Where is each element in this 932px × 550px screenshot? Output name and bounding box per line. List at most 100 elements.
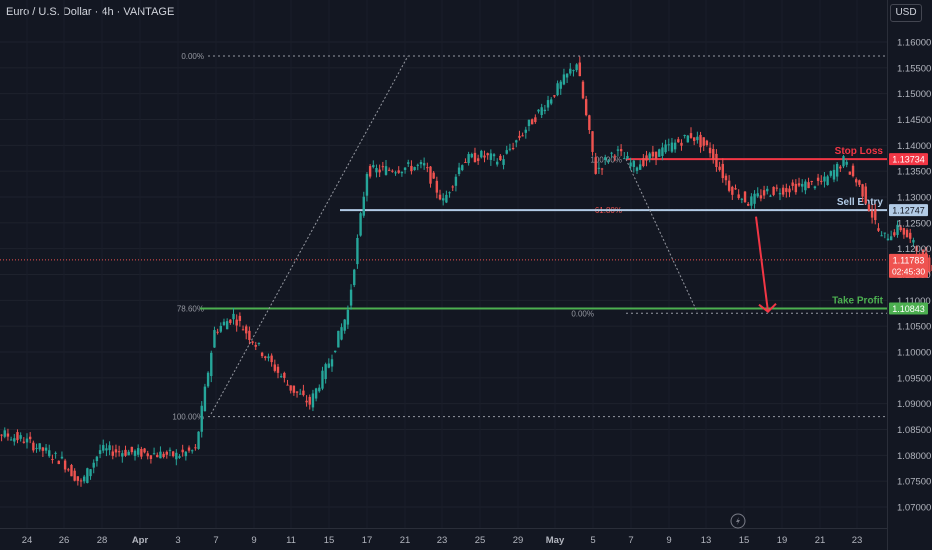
candle-body [816, 177, 820, 181]
candle-body [184, 451, 188, 457]
x-tick-label: 25 [475, 535, 486, 546]
candle-body [187, 447, 191, 451]
candle-body [921, 249, 925, 255]
candle-body [785, 188, 788, 192]
candle-body [400, 171, 404, 174]
candle-body [178, 456, 181, 458]
price-tag [889, 204, 928, 217]
candle-body [257, 342, 261, 344]
candle-body [756, 193, 759, 197]
candle-body [13, 438, 16, 442]
currency-button[interactable]: USD [890, 4, 922, 22]
x-tick-label: 24 [22, 535, 33, 546]
candle-body [54, 452, 57, 454]
candle-body [197, 431, 200, 449]
candle-body [273, 364, 277, 371]
candle-body [826, 176, 829, 186]
candle-body [670, 142, 674, 152]
candle-body [191, 450, 194, 452]
candle-body [499, 155, 502, 161]
candle-body [454, 176, 458, 186]
candle-body [111, 451, 114, 456]
candle-body [874, 209, 877, 221]
x-tick-label: 11 [286, 535, 296, 546]
candle-body [44, 447, 48, 451]
candle-body [219, 325, 223, 332]
candle-body [753, 193, 756, 204]
candle-body [407, 162, 410, 164]
candle-body [565, 73, 569, 78]
fib-level-label: 100.00% [172, 413, 204, 422]
time-axis: 24 26 28 Apr 3 7 9 11 15 17 21 23 25 29 May 5 7 9 13 15 19 21… [22, 535, 863, 546]
candle-body [473, 152, 477, 163]
candle-body [476, 158, 480, 161]
candle-body [616, 149, 620, 151]
y-tick-label: 1.12500 [897, 218, 931, 229]
fib-trend-line [210, 55, 409, 415]
price-tag-label: 1.13734 [892, 155, 925, 165]
candle-body [638, 164, 642, 170]
candle-body [677, 139, 680, 143]
candle-body [232, 313, 235, 320]
candle-body [524, 129, 528, 133]
candle-body [581, 81, 585, 99]
candle-body [810, 181, 813, 183]
candle-body [16, 432, 19, 441]
candle-body [264, 356, 267, 358]
candle-body [279, 376, 283, 378]
candle-body [127, 451, 130, 456]
candle-body [527, 119, 531, 127]
candle-body [422, 163, 426, 166]
candle-body [658, 149, 661, 157]
candle-body [480, 150, 483, 158]
candle-body [556, 83, 559, 96]
candle-body [194, 447, 197, 449]
candle-body [534, 117, 537, 123]
x-tick-label: 26 [59, 535, 70, 546]
candle-body [19, 435, 22, 439]
candle-body [820, 180, 823, 182]
candle-body [886, 238, 890, 241]
candle-body [289, 385, 292, 391]
lightning-icon[interactable] [730, 513, 746, 529]
candle-body [391, 170, 394, 172]
candle-body [807, 182, 810, 189]
candle-body [448, 192, 451, 194]
candle-body [225, 321, 229, 330]
candle-body [238, 315, 242, 322]
candle-body [511, 148, 515, 150]
candle-body [343, 319, 346, 331]
candle-body [213, 330, 216, 348]
candle-body [537, 109, 540, 112]
candle-body [801, 183, 804, 187]
chart-levels: 0.00%100.00%61.80%0.00%78.60%100.00%Stop… [0, 52, 887, 422]
candle-body [267, 356, 270, 359]
projection-arrow-head [758, 302, 777, 314]
candle-body [63, 460, 67, 470]
x-tick-label: 21 [815, 535, 826, 546]
candle-body [92, 462, 95, 468]
y-tick-label: 1.13500 [897, 167, 931, 178]
candle-body [607, 160, 610, 162]
x-tick-label: 23 [437, 535, 448, 546]
candle-body [664, 144, 667, 153]
candle-body [159, 451, 162, 459]
candle-body [318, 387, 321, 392]
candle-body [283, 372, 286, 378]
candle-body [750, 196, 753, 206]
candle-body [25, 438, 29, 443]
candle-body [521, 135, 524, 137]
candle-body [550, 99, 553, 104]
y-tick-label: 1.09500 [897, 373, 931, 384]
candle-body [124, 449, 127, 456]
candle-body [333, 350, 337, 352]
candle-body [89, 469, 92, 477]
candle-body [429, 166, 432, 184]
candle-body [619, 149, 623, 152]
candle-body [48, 450, 51, 457]
y-tick-label: 1.12000 [897, 244, 931, 255]
price-scale-divider [887, 0, 888, 550]
candle-body [848, 171, 852, 175]
candle-body [22, 441, 26, 443]
